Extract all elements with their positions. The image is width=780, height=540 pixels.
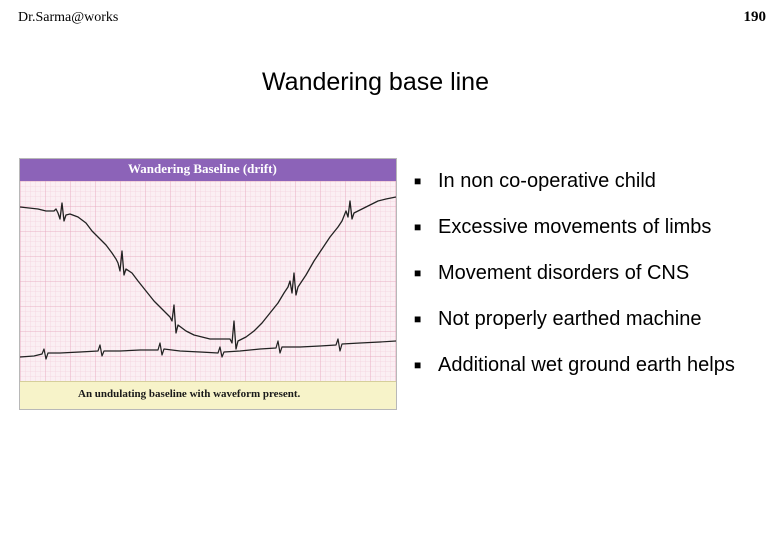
figure-caption-label: An undulating baseline with waveform pre…: [78, 388, 301, 400]
square-bullet-icon: ■: [414, 358, 422, 372]
ecg-strip-image: [20, 181, 396, 381]
bullet-text: Excessive movements of limbs: [438, 216, 712, 238]
bullet-item: ■ In non co-operative child: [414, 165, 774, 198]
bullet-item: ■ Excessive movements of limbs: [414, 211, 774, 244]
drifting-trace: [20, 196, 396, 350]
square-bullet-icon: ■: [414, 174, 422, 188]
ecg-grid: [20, 181, 396, 381]
author-label: Dr.Sarma@works: [18, 10, 119, 25]
figure-caption-bar: An undulating baseline with waveform pre…: [20, 381, 396, 409]
bullet-text: Movement disorders of CNS: [438, 262, 690, 284]
figure-header-bar: Wandering Baseline (drift): [20, 159, 396, 181]
slide-title: Wandering base line: [262, 68, 489, 96]
bullet-text: In non co-operative child: [438, 170, 656, 192]
bullet-item: ■ Additional wet ground earth helps: [414, 349, 774, 382]
square-bullet-icon: ■: [414, 220, 422, 234]
ecg-figure: Wandering Baseline (drift) An undulating…: [19, 158, 397, 410]
stable-trace: [20, 338, 396, 360]
bullet-list: ■ In non co-operative child ■ Excessive …: [414, 165, 774, 395]
page-number: 190: [743, 9, 767, 25]
bullet-item: ■ Movement disorders of CNS: [414, 257, 774, 290]
figure-header-label: Wandering Baseline (drift): [128, 161, 277, 176]
square-bullet-icon: ■: [414, 266, 422, 280]
square-bullet-icon: ■: [414, 312, 422, 326]
bullet-text: Additional wet ground earth helps: [438, 354, 735, 376]
bullet-item: ■ Not properly earthed machine: [414, 303, 774, 336]
bullet-text: Not properly earthed machine: [438, 308, 702, 330]
